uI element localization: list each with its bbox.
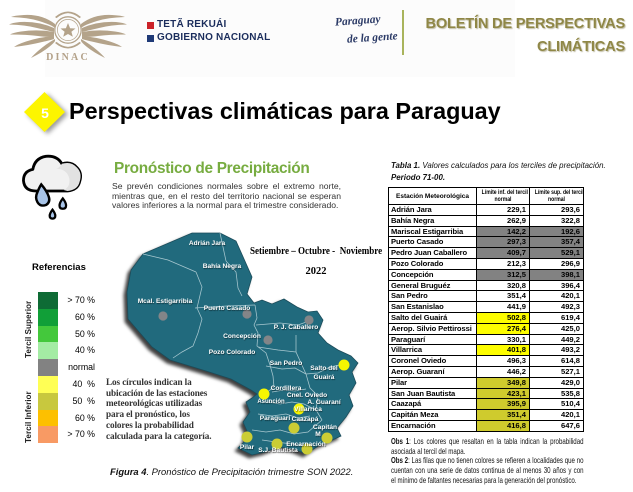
svg-text:S.J. Bautista: S.J. Bautista (258, 447, 298, 454)
svg-text:M: M (315, 431, 321, 438)
svg-text:DINAC: DINAC (46, 52, 90, 63)
svg-text:Pozo Colorado: Pozo Colorado (209, 349, 256, 356)
svg-text:Pilar: Pilar (240, 444, 255, 451)
svg-text:Adrián Jara: Adrián Jara (189, 240, 226, 247)
svg-text:Bahía Negra: Bahía Negra (203, 263, 242, 270)
svg-text:Mcal. Estigarribia: Mcal. Estigarribia (138, 298, 193, 305)
svg-text:Capitán: Capitán (313, 424, 337, 431)
svg-text:San Pedro: San Pedro (270, 360, 303, 367)
svg-text:Caazapá: Caazapá (292, 416, 319, 423)
svg-text:A. Guaraní: A. Guaraní (307, 399, 342, 406)
svg-text:Cordillera: Cordillera (271, 385, 302, 392)
svg-text:Encarnación: Encarnación (286, 441, 326, 448)
svg-text:Puerto Casado: Puerto Casado (204, 305, 251, 312)
svg-text:Paraguarí: Paraguarí (260, 415, 292, 422)
svg-text:Concepción: Concepción (223, 333, 261, 340)
svg-text:Guairá: Guairá (314, 374, 335, 381)
svg-text:Villarrica: Villarrica (294, 406, 322, 413)
svg-text:5: 5 (41, 105, 49, 121)
svg-text:Salto del: Salto del (310, 365, 338, 372)
svg-text:Cnel. Oviedo: Cnel. Oviedo (287, 392, 327, 399)
svg-text:P. J. Caballero: P. J. Caballero (274, 324, 319, 331)
svg-text:Asunción: Asunción (257, 399, 285, 405)
